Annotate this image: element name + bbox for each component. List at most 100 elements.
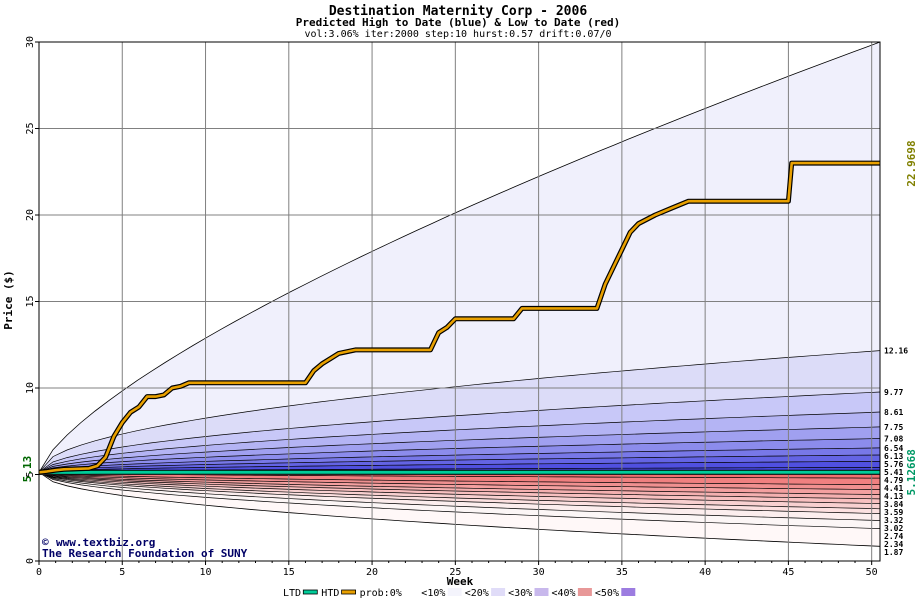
x-tick-label: 45 xyxy=(782,567,794,578)
y-axis-label: Price ($) xyxy=(2,270,15,330)
legend-color-swatch xyxy=(404,588,419,596)
percentile-line xyxy=(38,447,881,473)
high-band-6.54 xyxy=(39,438,880,473)
htd-line xyxy=(38,161,880,474)
percentile-line xyxy=(38,438,881,473)
legend-line-swatch xyxy=(341,589,357,595)
final-low-label: 5.12668 xyxy=(905,449,918,495)
chart-subtitle: Predicted High to Date (blue) & Low to D… xyxy=(296,16,621,29)
percentile-label: 5.76 xyxy=(884,460,903,469)
high-band-12.16 xyxy=(39,42,880,473)
high-band-6.13 xyxy=(39,447,880,473)
percentile-label: 12.16 xyxy=(884,347,908,356)
percentile-line xyxy=(38,454,881,473)
x-tick-label: 35 xyxy=(616,567,628,578)
percentile-line xyxy=(38,391,881,473)
high-band-5.76 xyxy=(39,455,880,473)
percentile-label: 3.59 xyxy=(884,508,903,517)
percentile-line xyxy=(38,471,881,514)
legend-label: <10% xyxy=(421,588,445,599)
low-band-3.59 xyxy=(39,472,880,499)
percentile-label: 6.13 xyxy=(884,452,903,461)
percentile-label: 7.75 xyxy=(884,423,903,432)
x-tick-label: 15 xyxy=(283,567,295,578)
percentile-line xyxy=(38,471,881,500)
percentile-line xyxy=(38,426,881,473)
percentile-label: 3.84 xyxy=(884,500,903,509)
y-tick-label: 15 xyxy=(25,295,36,307)
percentile-label: 5.41 xyxy=(884,468,903,477)
x-tick-label: 5 xyxy=(119,567,125,578)
y-tick-label: 10 xyxy=(25,382,36,394)
percentile-label: 2.34 xyxy=(884,540,903,549)
percentile-line xyxy=(38,350,881,473)
credit-copyright-icon: © xyxy=(42,536,49,549)
legend-color-swatch xyxy=(491,588,506,596)
legend-label: LTD xyxy=(283,588,301,599)
percentile-label: 8.61 xyxy=(884,408,903,417)
credit-url[interactable]: www.textbiz.org xyxy=(56,536,155,549)
x-tick-label: 50 xyxy=(866,567,878,578)
lower-envelope-line xyxy=(38,471,881,547)
low-band-3.32 xyxy=(39,472,880,504)
percentile-label: 2.74 xyxy=(884,532,903,541)
legend-label: <50% xyxy=(595,588,619,599)
legend: LTD HTD prob:0% <10% <20% <30% <40% <50% xyxy=(283,588,636,599)
x-tick-label: 30 xyxy=(533,567,545,578)
x-tick-label: 25 xyxy=(449,567,461,578)
y-tick-label: 5 xyxy=(25,471,36,477)
series-lines xyxy=(38,160,880,475)
low-band-1.87 xyxy=(39,472,880,529)
y-tick-label: 30 xyxy=(25,36,36,48)
percentile-label: 4.41 xyxy=(884,484,903,493)
percentile-line xyxy=(38,411,881,473)
percentile-line xyxy=(38,471,881,490)
legend-label: <30% xyxy=(508,588,532,599)
legend-label: HTD xyxy=(321,588,339,599)
legend-label: <20% xyxy=(465,588,489,599)
axes: 0 5 10 15 20 25 30 35 40 45 50 0 5 10 15 20 25 30 xyxy=(25,36,881,578)
upper-envelope-line xyxy=(38,41,881,473)
chart-parameters: vol:3.06% iter:2000 step:10 hurst:0.57 d… xyxy=(304,29,611,40)
x-tick-label: 0 xyxy=(36,567,42,578)
percentile-label: 7.08 xyxy=(884,435,903,444)
percentile-label: 3.02 xyxy=(884,524,903,533)
credit-block: © www.textbiz.org The Research Foundatio… xyxy=(42,536,248,560)
percentile-line xyxy=(38,471,881,529)
high-band-9.77 xyxy=(39,350,880,473)
legend-color-swatch xyxy=(534,588,549,596)
percentile-label: 4.79 xyxy=(884,476,903,485)
low-band-2.74 xyxy=(39,472,880,514)
credit-organization: The Research Foundation of SUNY xyxy=(42,547,248,560)
chart-title: Destination Maternity Corp - 2006 xyxy=(329,4,587,19)
percentile-line xyxy=(38,471,881,521)
final-high-label: 22.9698 xyxy=(905,140,918,186)
start-price-label: 5.13 xyxy=(21,456,34,483)
low-band-2.34 xyxy=(39,472,880,521)
percentile-label: 6.54 xyxy=(884,444,903,453)
percentile-line xyxy=(38,461,880,473)
percentile-label: 4.13 xyxy=(884,492,903,501)
legend-label: <40% xyxy=(552,588,576,599)
percentile-label: 9.77 xyxy=(884,388,903,397)
x-tick-label: 10 xyxy=(200,567,212,578)
legend-color-swatch xyxy=(577,588,592,596)
percentile-line xyxy=(38,471,881,495)
low-band-4.13 xyxy=(39,472,880,490)
percentile-line xyxy=(38,471,881,486)
y-tick-label: 25 xyxy=(25,122,36,134)
percentile-line xyxy=(38,471,881,510)
y-tick-label: 0 xyxy=(25,558,36,564)
x-axis-label: Week xyxy=(447,575,474,588)
y-tick-label: 20 xyxy=(25,209,36,221)
legend-color-swatch xyxy=(447,588,462,596)
legend-label: prob:0% xyxy=(360,588,402,599)
x-tick-label: 20 xyxy=(366,567,378,578)
high-band-7.08 xyxy=(39,426,880,473)
high-band-8.61 xyxy=(39,392,880,473)
percentile-line xyxy=(38,471,881,504)
legend-line-swatch xyxy=(302,589,318,595)
x-tick-label: 40 xyxy=(699,567,711,578)
percentile-label: 1.87 xyxy=(884,548,903,557)
